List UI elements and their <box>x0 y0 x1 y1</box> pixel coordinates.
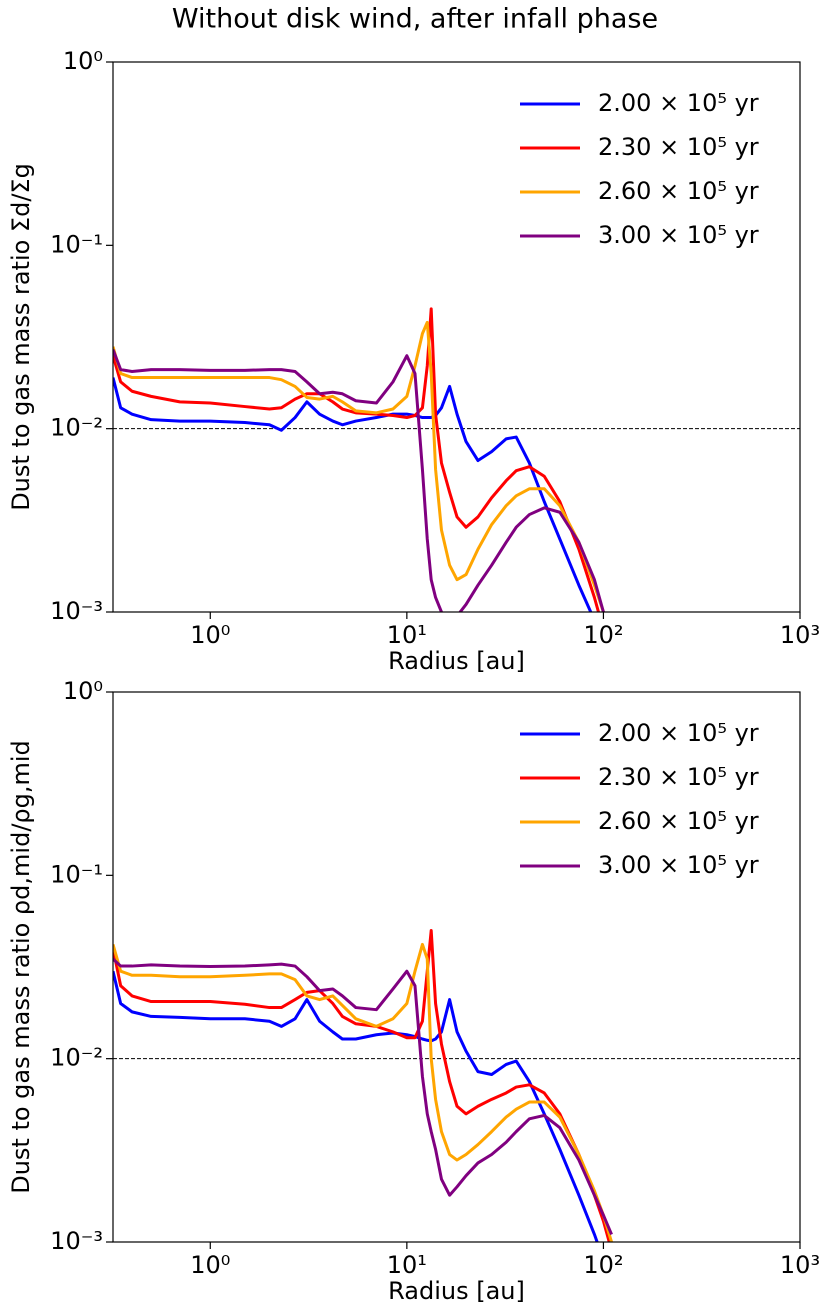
y-tick-label: 10⁰ <box>63 677 103 705</box>
figure-title: Without disk wind, after infall phase <box>172 4 658 35</box>
x-tick-label: 10⁰ <box>190 621 230 649</box>
x-tick-label: 10² <box>583 1251 623 1279</box>
y-tick-label: 10⁻¹ <box>50 860 103 888</box>
x-tick-label: 10² <box>583 621 623 649</box>
x-tick-label: 10³ <box>780 1251 820 1279</box>
data-line <box>113 929 611 1242</box>
y-tick-label: 10⁻³ <box>50 1227 103 1255</box>
y-axis-label: Dust to gas mass ratio Σd/Σg <box>7 163 35 511</box>
legend-label: 2.60 × 10⁵ yr <box>598 177 759 205</box>
y-tick-label: 10⁰ <box>63 47 103 75</box>
data-line <box>113 320 605 612</box>
y-tick-label: 10⁻² <box>50 414 103 442</box>
legend-label: 2.00 × 10⁵ yr <box>598 719 759 747</box>
y-tick-label: 10⁻³ <box>50 597 103 625</box>
data-line <box>113 349 605 612</box>
plot-frame <box>112 61 801 613</box>
panel: 10⁰ 10¹ 10² 10³ 10⁻³ 10⁻² 10⁻¹ 10⁰ Radius [au] Du… <box>7 677 820 1305</box>
data-line <box>113 942 613 1242</box>
y-tick-label: 10⁻¹ <box>50 230 103 258</box>
legend-label: 2.00 × 10⁵ yr <box>598 89 759 117</box>
plot-frame <box>112 691 801 1243</box>
x-axis-label: Radius [au] <box>388 1277 525 1305</box>
x-tick-label: 10³ <box>780 621 820 649</box>
x-tick-label: 10¹ <box>387 621 427 649</box>
x-tick-label: 10⁰ <box>190 1251 230 1279</box>
legend-label: 3.00 × 10⁵ yr <box>598 221 759 249</box>
legend-label: 2.30 × 10⁵ yr <box>598 763 759 791</box>
legend-label: 3.00 × 10⁵ yr <box>598 851 759 879</box>
x-axis-label: Radius [au] <box>388 647 525 675</box>
legend-label: 2.30 × 10⁵ yr <box>598 133 759 161</box>
y-axis-label: Dust to gas mass ratio ρd,mid/ρg,mid <box>7 740 35 1194</box>
panel: 10⁰ 10¹ 10² 10³ 10⁻³ 10⁻² 10⁻¹ 10⁰ Radius [au] Du… <box>7 47 820 675</box>
x-tick-label: 10¹ <box>387 1251 427 1279</box>
data-line <box>113 957 613 1235</box>
legend-label: 2.60 × 10⁵ yr <box>598 807 759 835</box>
data-line <box>113 377 593 612</box>
y-tick-label: 10⁻² <box>50 1044 103 1072</box>
